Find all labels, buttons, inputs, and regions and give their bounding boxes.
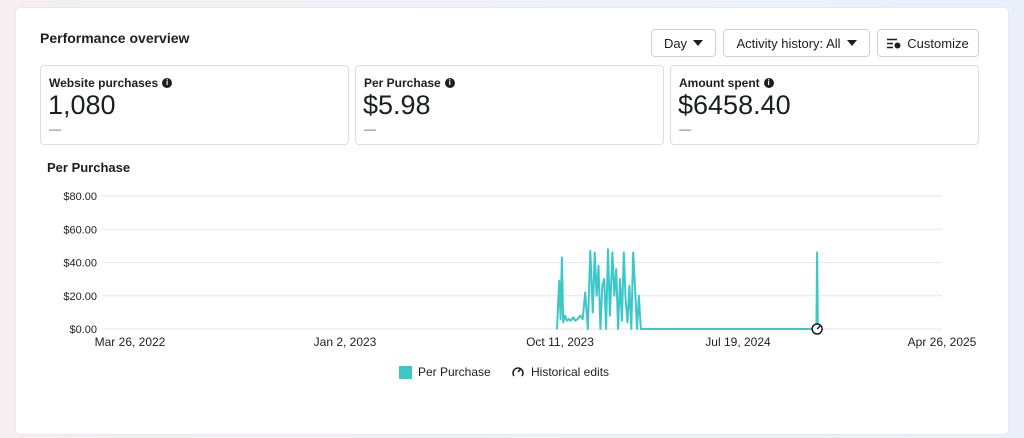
data-point: [639, 328, 642, 330]
data-point: [572, 316, 575, 319]
info-icon[interactable]: i: [763, 78, 774, 88]
data-point: [615, 268, 617, 270]
activity-history-label: Activity history: All: [736, 35, 841, 51]
customize-icon: [887, 38, 901, 48]
metric-label: Per Purchase: [364, 76, 441, 90]
metric-label-row: Per Purchase i: [364, 76, 455, 90]
series-line-per-purchase[interactable]: [556, 248, 819, 330]
y-tick-label: $20.00: [63, 291, 97, 303]
metric-label: Website purchases: [49, 76, 159, 90]
data-point: [556, 328, 558, 330]
metric-delta: —: [679, 122, 691, 136]
x-tick-label: Jan 2, 2023: [314, 335, 377, 349]
legend-label: Historical edits: [531, 365, 610, 379]
metric-delta: —: [49, 122, 61, 136]
data-point: [605, 328, 607, 330]
data-point: [624, 298, 627, 300]
data-point: [626, 321, 629, 324]
data-point: [601, 284, 604, 287]
metric-label: Amount spent: [679, 76, 760, 90]
data-point: [576, 318, 579, 320]
data-point: [643, 328, 646, 330]
caret-down-icon: [846, 40, 857, 46]
data-point: [597, 265, 600, 267]
data-point: [593, 251, 596, 254]
data-point: [561, 256, 563, 259]
data-point: [589, 250, 592, 252]
data-point: [634, 288, 636, 290]
metric-delta: —: [364, 122, 376, 136]
y-tick-label: $60.00: [63, 224, 97, 236]
metric-value: $6458.40: [678, 90, 791, 120]
y-tick-label: $40.00: [63, 258, 97, 270]
data-point: [611, 251, 614, 254]
data-point: [584, 291, 587, 294]
data-point: [566, 319, 568, 322]
data-point: [603, 278, 605, 280]
data-point: [630, 328, 633, 330]
caret-down-icon: [693, 40, 704, 46]
metric-card-amount-spent[interactable]: Amount spent i $6458.40 —: [670, 65, 979, 145]
data-point: [581, 318, 584, 320]
data-point: [622, 251, 625, 254]
historical-edit-icon: [512, 367, 524, 377]
legend-historical-edits[interactable]: Historical edits: [511, 365, 609, 379]
data-point: [558, 279, 561, 282]
day-dropdown[interactable]: Day: [651, 29, 716, 57]
data-point: [592, 311, 594, 314]
data-point: [564, 314, 566, 317]
data-point: [568, 318, 570, 320]
data-point: [559, 318, 562, 320]
y-tick-label: $0.00: [69, 324, 97, 336]
historical-edit-needle: [816, 325, 821, 330]
data-point: [617, 328, 619, 330]
data-point: [609, 314, 611, 317]
page-title: Performance overview: [40, 30, 190, 46]
data-point: [562, 321, 564, 324]
metric-card-website-purchases[interactable]: Website purchases i 1,080 —: [40, 65, 349, 145]
data-point: [599, 328, 602, 330]
x-tick-label: Oct 11, 2023: [526, 335, 594, 349]
data-point: [579, 314, 581, 317]
data-point: [638, 294, 640, 297]
activity-history-dropdown[interactable]: Activity history: All: [723, 29, 870, 57]
info-icon[interactable]: i: [162, 78, 173, 88]
x-tick-label: Apr 26, 2025: [908, 335, 977, 349]
data-point: [641, 328, 644, 330]
y-tick-label: $80.00: [63, 191, 97, 203]
metric-label-row: Website purchases i: [49, 76, 173, 90]
x-tick-label: Jul 19, 2024: [705, 335, 771, 349]
customize-button[interactable]: Customize: [877, 29, 979, 57]
metric-value: 1,080: [48, 90, 116, 120]
metric-value: $5.98: [363, 90, 431, 120]
customize-label: Customize: [907, 35, 969, 51]
legend-swatch: [399, 365, 412, 379]
chart-title: Per Purchase: [47, 160, 131, 175]
historical-edit-marker[interactable]: [811, 323, 823, 335]
metric-card-per-purchase[interactable]: Per Purchase i $5.98 —: [355, 65, 664, 145]
data-point: [816, 251, 818, 254]
data-point: [619, 278, 621, 280]
data-point: [613, 294, 616, 297]
day-dropdown-label: Day: [663, 35, 688, 51]
data-point: [574, 319, 576, 322]
data-point: [586, 328, 589, 330]
data-point: [607, 248, 609, 250]
data-point: [621, 319, 623, 322]
data-point: [628, 284, 631, 287]
x-tick-label: Mar 26, 2022: [95, 335, 166, 349]
legend-label: Per Purchase: [418, 365, 491, 379]
data-point: [595, 294, 598, 297]
metric-label-row: Amount spent i: [679, 76, 774, 90]
legend-per-purchase[interactable]: Per Purchase: [399, 365, 491, 379]
info-icon[interactable]: i: [444, 78, 455, 88]
data-point: [636, 328, 638, 330]
data-point: [569, 319, 572, 322]
data-point: [632, 251, 635, 254]
